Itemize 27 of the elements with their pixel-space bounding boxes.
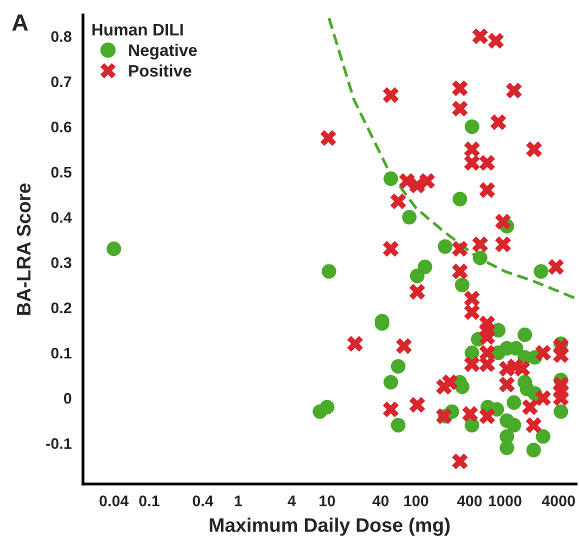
legend-label: Negative (129, 44, 197, 60)
y-tick-label: 0.5 (51, 166, 72, 178)
x-axis-title: Maximum Daily Dose (mg) (210, 518, 450, 536)
y-tick-label: 0.4 (51, 212, 72, 223)
y-axis-title: BA-LRA Score (16, 184, 31, 315)
x-tick-label: 0.1 (139, 496, 160, 506)
x-tick-label: 1000 (488, 496, 522, 506)
y-tick-label: 0 (64, 392, 72, 404)
y-tick-label: 0.8 (51, 31, 72, 42)
text: A (12, 14, 28, 31)
x-tick-label: 1 (234, 496, 242, 506)
y-tick-label: 0.2 (51, 302, 72, 314)
x-tick-label: 4000 (542, 496, 575, 506)
y-tick-label: 0.6 (51, 122, 72, 132)
y-tick-label: 0.7 (51, 76, 72, 88)
y-tick-label: -0.1 (46, 438, 72, 449)
x-tick-label: 40 (372, 496, 389, 506)
x-tick-label: 100 (404, 496, 428, 506)
y-tick-label: 0.3 (51, 257, 72, 268)
legend-label: Positive (129, 64, 192, 77)
x-tick-label: 4 (288, 496, 296, 506)
x-tick-label: 400 (457, 496, 482, 506)
x-tick-label: 0.4 (192, 496, 214, 506)
y-tick-label: 0.1 (51, 348, 72, 359)
x-tick-label: 0.04 (100, 496, 129, 506)
legend-title: Human DILI (92, 24, 183, 36)
x-tick-label: 10 (320, 496, 335, 506)
